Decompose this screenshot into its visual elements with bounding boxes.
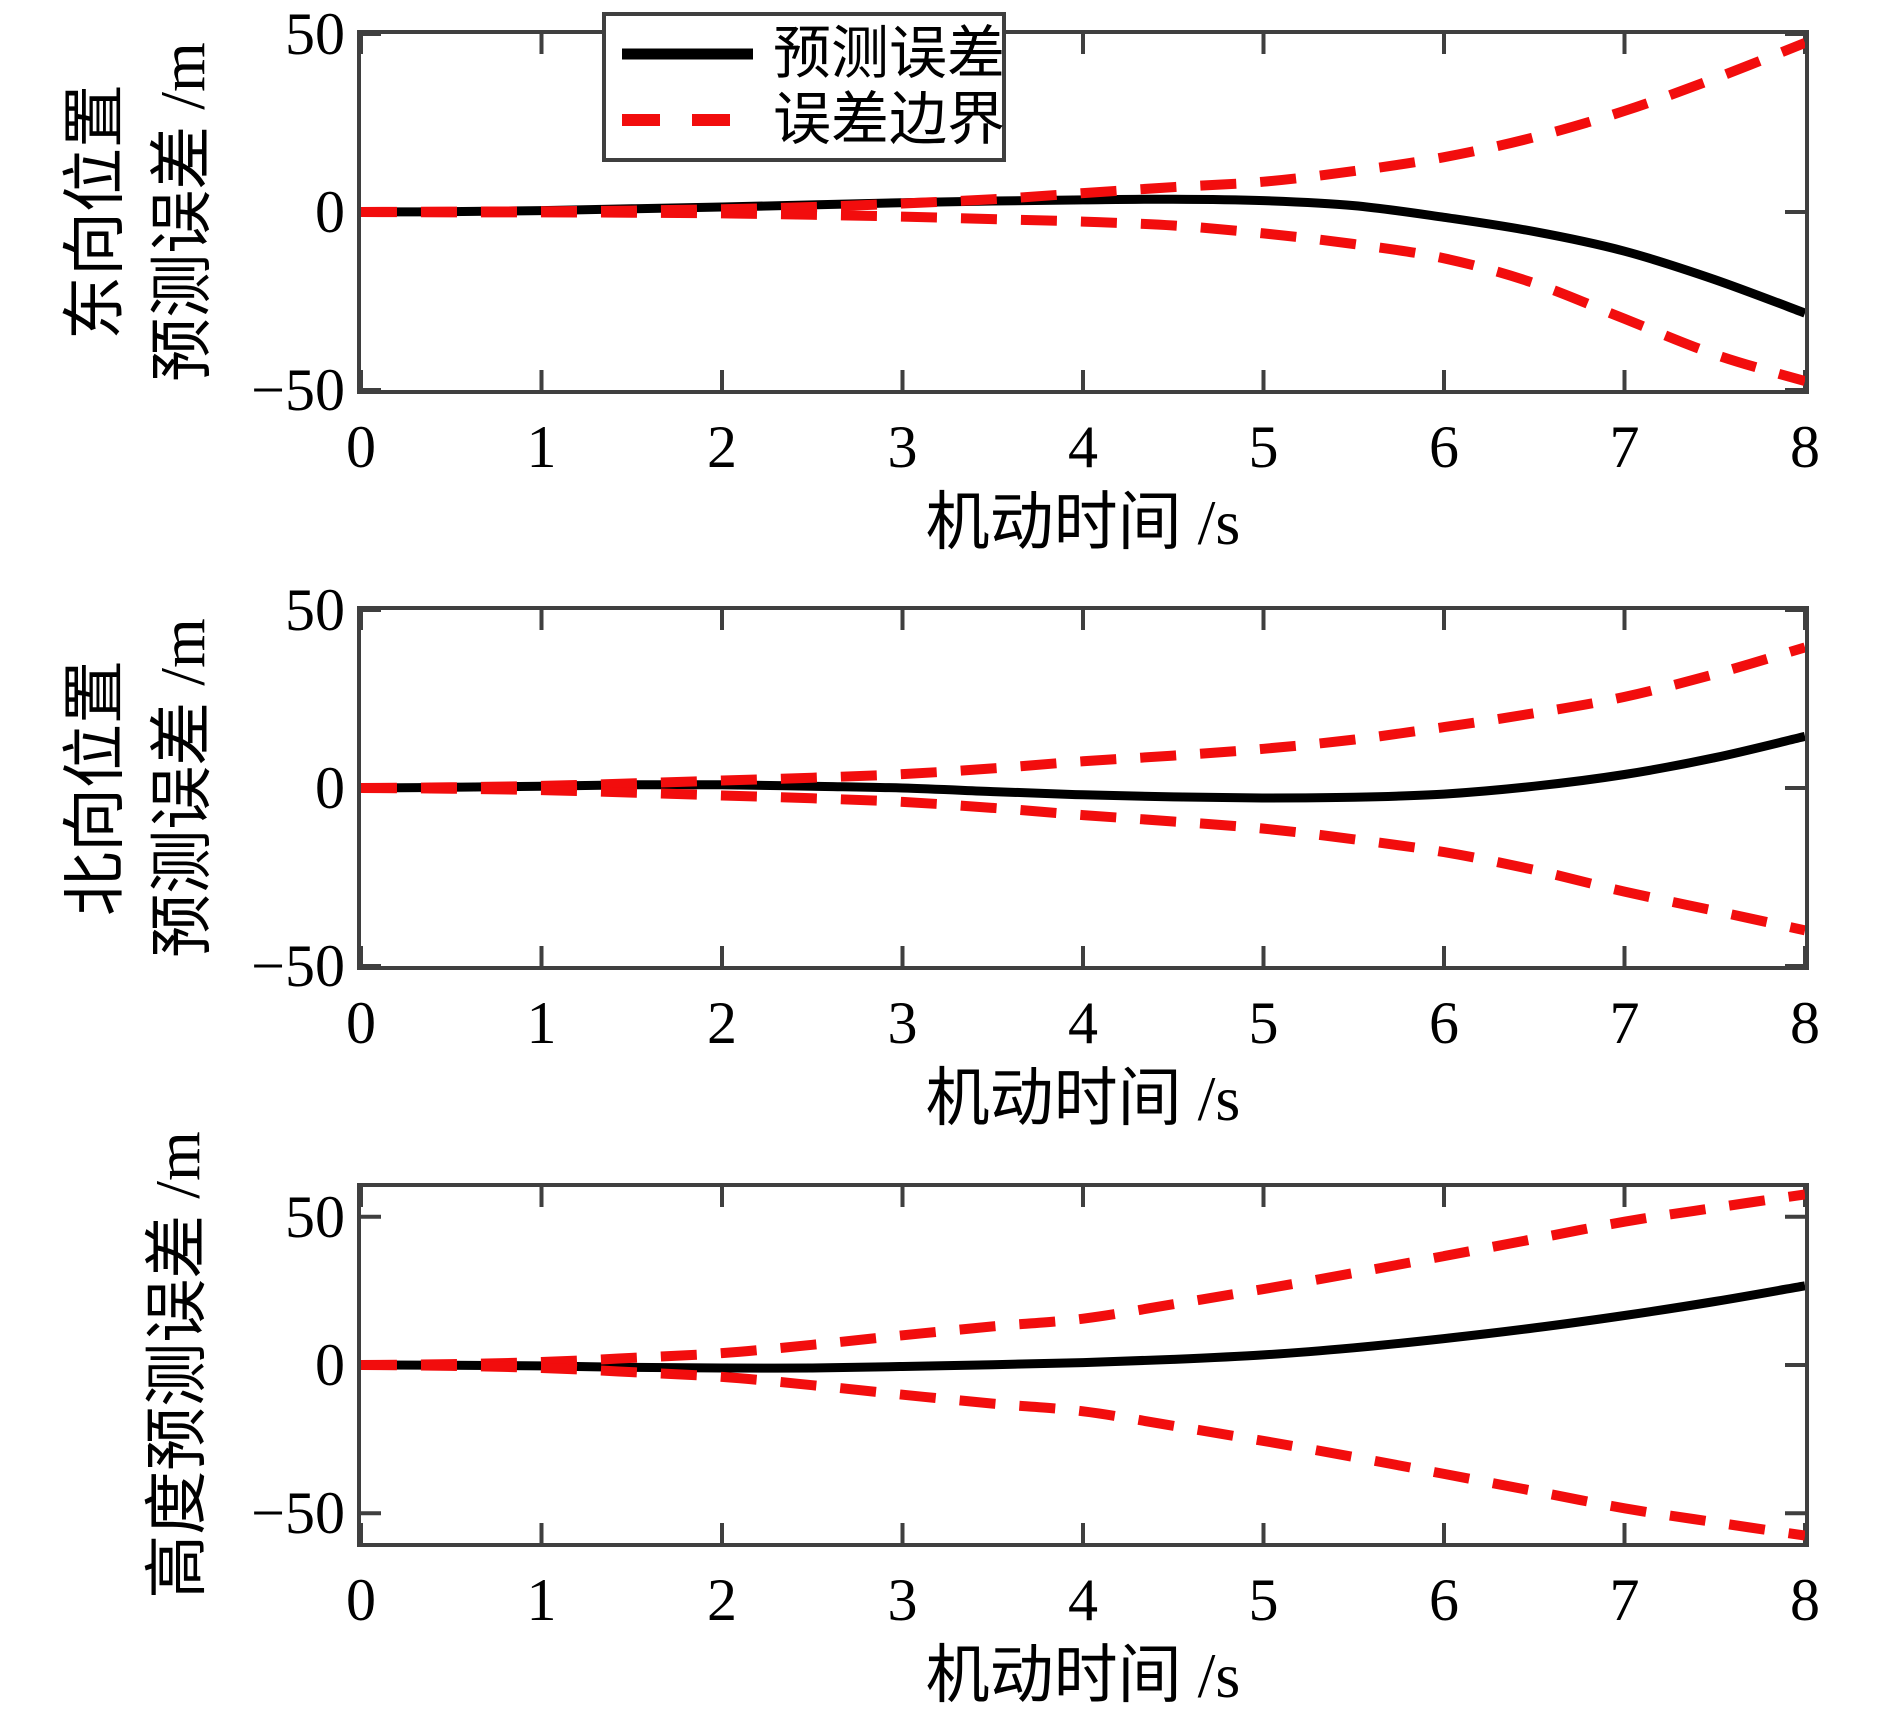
x-tick-label: 8 xyxy=(1790,1567,1820,1633)
y-tick-label: 50 xyxy=(285,577,345,643)
x-tick-label: 3 xyxy=(887,990,918,1056)
plot-area xyxy=(361,1187,1805,1543)
x-tick-label: 4 xyxy=(1068,414,1098,480)
x-tick-label: 0 xyxy=(346,1567,376,1633)
plot-area xyxy=(361,34,1805,390)
axis-ticks xyxy=(361,610,1805,966)
series-line-误差边界上 xyxy=(361,38,1805,217)
x-tick-label: 6 xyxy=(1429,1567,1459,1633)
legend-solid-line-icon xyxy=(622,48,753,60)
x-tick-label: 0 xyxy=(346,414,376,480)
series-line-误差边界下 xyxy=(361,783,1805,936)
axis-ticks xyxy=(361,34,1805,390)
x-tick-label: 2 xyxy=(707,990,737,1056)
plot-box xyxy=(357,30,1809,394)
y-tick-label: −50 xyxy=(251,1480,345,1547)
x-tick-label: 1 xyxy=(526,414,557,480)
y-tick-label: 50 xyxy=(285,1,345,67)
legend-label: 误差边界 xyxy=(773,87,1006,153)
x-axis-label: 机动时间 /s xyxy=(925,1063,1241,1134)
x-tick-label: 8 xyxy=(1790,990,1820,1056)
legend-label: 预测误差 xyxy=(773,20,1006,86)
y-tick-label: −50 xyxy=(251,357,345,423)
x-tick-label: 6 xyxy=(1429,990,1459,1056)
x-tick-label: 3 xyxy=(887,1567,918,1633)
x-tick-label: 0 xyxy=(346,990,376,1056)
x-tick-label: 2 xyxy=(707,1567,737,1633)
x-tick-label: 5 xyxy=(1248,990,1279,1056)
x-tick-label: 4 xyxy=(1068,1567,1098,1633)
series-line-预测误差 xyxy=(361,732,1805,803)
series-line-预测误差 xyxy=(361,194,1805,318)
series-line-误差边界上 xyxy=(361,642,1805,793)
y-tick-label: 0 xyxy=(315,755,345,821)
legend-entry-prediction-error: 预测误差 xyxy=(620,20,1006,86)
x-axis-label: 机动时间 /s xyxy=(925,487,1241,558)
x-tick-label: 7 xyxy=(1609,990,1640,1056)
x-tick-label: 2 xyxy=(707,414,737,480)
series-line-误差边界上 xyxy=(361,1189,1805,1370)
y-tick-label: −50 xyxy=(251,933,345,999)
series-line-误差边界下 xyxy=(361,207,1805,386)
axis-ticks xyxy=(361,1187,1805,1543)
series-line-误差边界下 xyxy=(361,1360,1805,1541)
series-line-预测误差 xyxy=(361,1281,1805,1373)
x-tick-label: 7 xyxy=(1609,1567,1640,1633)
y-tick-label: 50 xyxy=(285,1183,345,1250)
x-tick-label: 5 xyxy=(1248,414,1279,480)
x-tick-label: 6 xyxy=(1429,414,1459,480)
x-tick-label: 1 xyxy=(526,990,557,1056)
x-tick-label: 3 xyxy=(887,414,918,480)
x-tick-label: 5 xyxy=(1248,1567,1279,1633)
y-tick-label: 0 xyxy=(315,1332,345,1398)
plot-area xyxy=(361,610,1805,966)
legend-entry-error-bound: 误差边界 xyxy=(620,87,1006,153)
y-tick-label: 0 xyxy=(315,179,345,245)
legend: 预测误差 误差边界 xyxy=(602,12,1006,162)
legend-dashed-line-icon xyxy=(622,114,753,127)
x-axis-label: 机动时间 /s xyxy=(925,1640,1241,1711)
x-tick-label: 8 xyxy=(1790,414,1820,480)
x-tick-label: 1 xyxy=(526,1567,557,1633)
x-tick-label: 7 xyxy=(1609,414,1640,480)
x-tick-label: 4 xyxy=(1068,990,1098,1056)
plot-box xyxy=(357,1183,1809,1547)
plot-box xyxy=(357,606,1809,970)
